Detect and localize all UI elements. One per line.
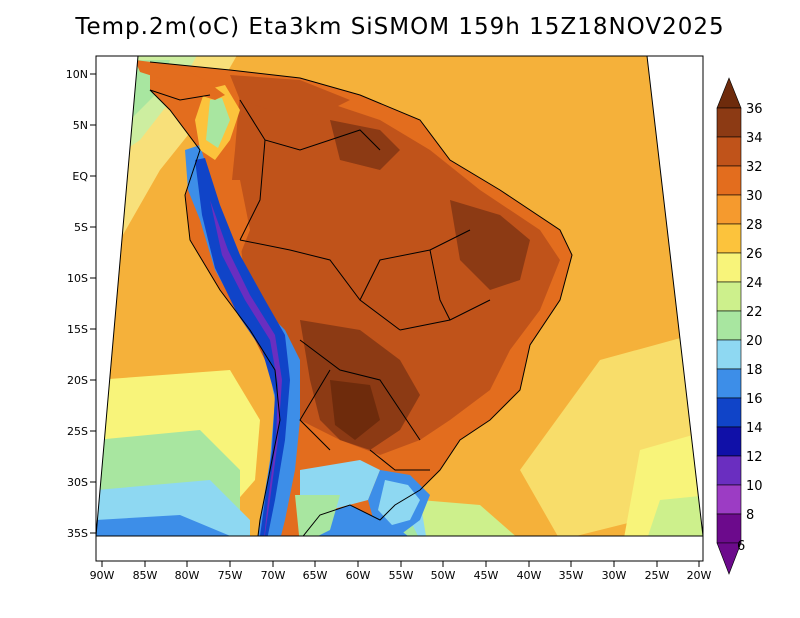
- lon-label-45w: 45W: [474, 569, 499, 582]
- colorbar-segment: [716, 136, 742, 167]
- colorbar-label-14: 14: [746, 421, 763, 436]
- lon-label-75w: 75W: [218, 569, 243, 582]
- latitude-axis: 10N 5N EQ 5S 10S 15S 20S 25S 30S 35S: [66, 68, 96, 540]
- lat-label-15s: 15S: [67, 323, 88, 336]
- lon-label-50w: 50W: [431, 569, 456, 582]
- lon-label-90w: 90W: [90, 569, 115, 582]
- colorbar-segment: [716, 339, 742, 370]
- colorbar-segment: [716, 426, 742, 457]
- lon-label-25w: 25W: [645, 569, 670, 582]
- colorbar-bottom-arrow: [716, 542, 742, 575]
- lat-label-30s: 30S: [67, 476, 88, 489]
- lon-label-80w: 80W: [175, 569, 200, 582]
- lat-label-25s: 25S: [67, 425, 88, 438]
- colorbar-label-18: 18: [746, 363, 763, 378]
- colorbar-segment: [716, 281, 742, 312]
- lat-label-eq: EQ: [72, 170, 88, 183]
- colorbar-label-24: 24: [746, 276, 763, 291]
- colorbar-label-10: 10: [746, 479, 763, 494]
- lat-label-20s: 20S: [67, 374, 88, 387]
- colorbar-label-6: 6: [737, 539, 745, 554]
- colorbar-segment: [716, 310, 742, 341]
- lon-label-55w: 55W: [389, 569, 414, 582]
- lon-label-65w: 65W: [303, 569, 328, 582]
- lat-label-35s: 35S: [67, 527, 88, 540]
- lon-label-30w: 30W: [602, 569, 627, 582]
- colorbar-segment: [716, 368, 742, 399]
- lon-label-35w: 35W: [559, 569, 584, 582]
- colorbar-segment: [716, 484, 742, 515]
- lon-label-40w: 40W: [517, 569, 542, 582]
- lat-label-10s: 10S: [67, 272, 88, 285]
- lon-label-85w: 85W: [133, 569, 158, 582]
- colorbar-segment: [716, 223, 742, 254]
- colorbar-label-30: 30: [746, 189, 763, 204]
- colorbar-labels: 36 34 32 30 28 26 24 22 20 18 16 14 12 1…: [737, 102, 763, 554]
- colorbar-top-arrow: [716, 77, 742, 109]
- colorbar-label-8: 8: [746, 508, 754, 523]
- colorbar-segment: [716, 397, 742, 428]
- colorbar-label-32: 32: [746, 160, 763, 175]
- colorbar-label-20: 20: [746, 334, 763, 349]
- colorbar-label-22: 22: [746, 305, 763, 320]
- colorbar-segment: [716, 513, 742, 544]
- colorbar-label-16: 16: [746, 392, 763, 407]
- map-title: Temp.2m(oC) Eta3km SiSMOM 159h 15Z18NOV2…: [75, 14, 725, 40]
- lat-label-10n: 10N: [66, 68, 88, 81]
- colorbar-label-28: 28: [746, 218, 763, 233]
- colorbar-segment: [716, 194, 742, 225]
- south-america-land: [135, 60, 572, 536]
- colorbar-label-34: 34: [746, 131, 763, 146]
- colorbar-segment: [716, 165, 742, 196]
- lat-label-5n: 5N: [73, 119, 88, 132]
- longitude-axis: 90W 85W 80W 75W 70W 65W 60W 55W 50W 45W …: [90, 561, 712, 582]
- colorbar: [716, 77, 742, 575]
- colorbar-segment: [716, 107, 742, 138]
- lon-label-20w: 20W: [687, 569, 712, 582]
- lon-label-60w: 60W: [346, 569, 371, 582]
- plot-box: [95, 55, 704, 562]
- lat-label-5s: 5S: [74, 221, 88, 234]
- colorbar-label-12: 12: [746, 450, 763, 465]
- lon-label-70w: 70W: [261, 569, 286, 582]
- colorbar-segment: [716, 455, 742, 486]
- country-borders: [149, 61, 573, 536]
- colorbar-segment: [716, 252, 742, 283]
- colorbar-label-26: 26: [746, 247, 763, 262]
- colorbar-label-36: 36: [746, 102, 763, 117]
